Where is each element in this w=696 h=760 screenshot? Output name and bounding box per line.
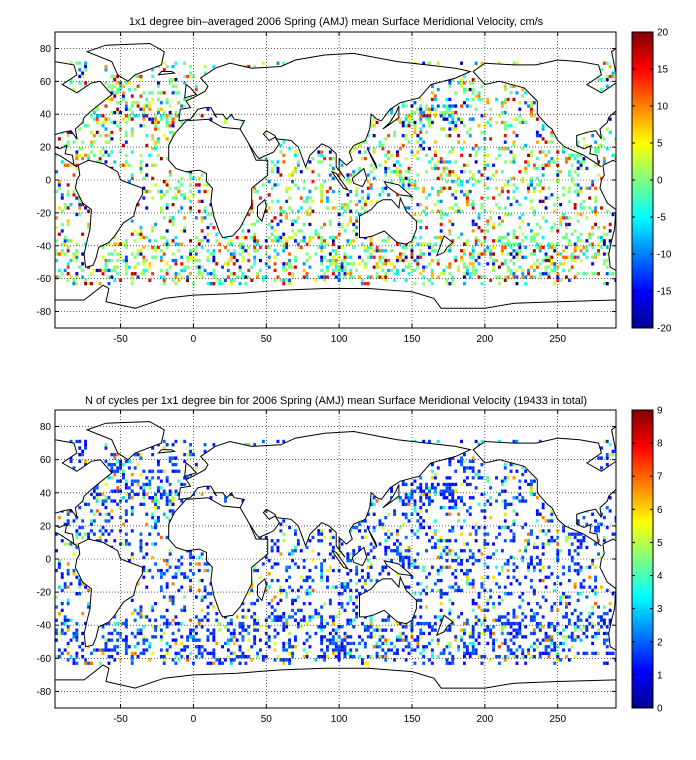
y-tick-label: 40 bbox=[40, 488, 52, 499]
colorbar-tick-label: 5 bbox=[657, 139, 663, 150]
y-tick-label: -20 bbox=[37, 208, 52, 219]
velocity-bins bbox=[55, 61, 616, 286]
x-tick-label: 200 bbox=[477, 334, 494, 345]
y-tick-label: 0 bbox=[45, 176, 51, 187]
y-tick-label: -40 bbox=[37, 241, 52, 252]
y-tick-label: 20 bbox=[40, 143, 52, 154]
coastlines-cycles bbox=[55, 421, 616, 708]
y-axis-cycles: 80 60 40 20 0 -20 -40 -60 -80 bbox=[37, 422, 616, 698]
y-tick-label: 60 bbox=[40, 77, 52, 88]
colorbar-ticks-cycles: 9 8 7 6 5 4 3 2 1 0 bbox=[632, 406, 663, 715]
x-axis-velocity: -50 0 50 100 150 200 250 bbox=[113, 32, 566, 345]
grid-velocity bbox=[55, 32, 616, 328]
cycles-bins bbox=[55, 439, 616, 665]
x-tick-label: -50 bbox=[113, 334, 128, 345]
y-tick-label: 60 bbox=[40, 455, 52, 466]
colorbar-tick-label: 9 bbox=[657, 406, 663, 417]
panel-velocity-title: 1x1 degree bin–averaged 2006 Spring (AMJ… bbox=[129, 16, 544, 28]
y-tick-label: -40 bbox=[37, 621, 52, 632]
x-tick-label: 100 bbox=[331, 714, 348, 725]
x-tick-label: 50 bbox=[261, 714, 273, 725]
x-tick-label: 0 bbox=[191, 714, 197, 725]
colorbar-velocity bbox=[631, 31, 654, 329]
y-tick-label: -80 bbox=[37, 307, 52, 318]
colorbar-tick-label: -20 bbox=[657, 324, 672, 335]
y-tick-label: 80 bbox=[40, 422, 52, 433]
x-tick-label: 250 bbox=[549, 334, 566, 345]
panel-velocity: 1x1 degree bin–averaged 2006 Spring (AMJ… bbox=[37, 16, 672, 345]
y-tick-label: 20 bbox=[40, 521, 52, 532]
colorbar-tick-label: 0 bbox=[657, 704, 663, 715]
colorbar-tick-label: 8 bbox=[657, 439, 663, 450]
colorbar-tick-label: 10 bbox=[657, 102, 669, 113]
panel-cycles: N of cycles per 1x1 degree bin for 2006 … bbox=[37, 395, 663, 725]
colorbar-tick-label: 5 bbox=[657, 538, 663, 549]
y-tick-label: -60 bbox=[37, 274, 52, 285]
colorbar-ticks-velocity: 20 15 10 5 0 -5 -10 -15 -20 bbox=[632, 28, 672, 335]
colorbar-tick-label: 3 bbox=[657, 604, 663, 615]
x-axis-cycles: -50 0 50 100 150 200 250 bbox=[113, 410, 566, 725]
colorbar-tick-label: 2 bbox=[657, 637, 663, 648]
colorbar-tick-label: 20 bbox=[657, 28, 669, 39]
y-tick-label: 40 bbox=[40, 110, 52, 121]
colorbar-cycles bbox=[631, 409, 654, 709]
x-tick-label: 200 bbox=[477, 714, 494, 725]
x-tick-label: 100 bbox=[331, 334, 348, 345]
y-tick-label: -60 bbox=[37, 654, 52, 665]
colorbar-tick-label: 15 bbox=[657, 65, 669, 76]
x-tick-label: 150 bbox=[404, 334, 421, 345]
y-tick-label: -80 bbox=[37, 687, 52, 698]
colorbar-tick-label: 4 bbox=[657, 571, 663, 582]
y-tick-label: 0 bbox=[45, 555, 51, 566]
colorbar-tick-label: -15 bbox=[657, 287, 672, 298]
x-tick-label: 0 bbox=[191, 334, 197, 345]
colorbar-tick-label: 7 bbox=[657, 472, 663, 483]
x-tick-label: 250 bbox=[549, 714, 566, 725]
colorbar-tick-label: 1 bbox=[657, 670, 663, 681]
coastlines-velocity bbox=[55, 42, 616, 328]
panel-cycles-title: N of cycles per 1x1 degree bin for 2006 … bbox=[85, 395, 587, 407]
x-tick-label: 50 bbox=[261, 334, 273, 345]
x-tick-label: 150 bbox=[404, 714, 421, 725]
colorbar-tick-label: -10 bbox=[657, 250, 672, 261]
y-tick-label: -20 bbox=[37, 588, 52, 599]
y-tick-label: 80 bbox=[40, 44, 52, 55]
colorbar-tick-label: 6 bbox=[657, 505, 663, 516]
y-axis-velocity: 80 60 40 20 0 -20 -40 -60 -80 bbox=[37, 44, 616, 318]
colorbar-tick-label: -5 bbox=[657, 213, 666, 224]
grid-cycles bbox=[55, 410, 616, 708]
colorbar-tick-label: 0 bbox=[657, 176, 663, 187]
x-tick-label: -50 bbox=[113, 714, 128, 725]
